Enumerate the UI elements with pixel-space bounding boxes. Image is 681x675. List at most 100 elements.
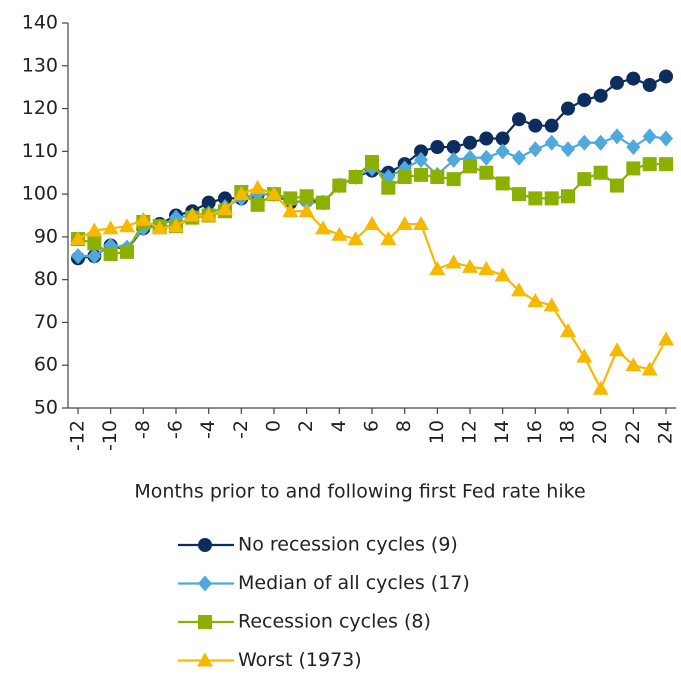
- y-tick-label: 120: [22, 97, 58, 119]
- point: [463, 135, 477, 150]
- point: [659, 130, 673, 147]
- legend-marker: [198, 575, 212, 592]
- point: [120, 244, 134, 259]
- point: [478, 260, 495, 275]
- series-line: [78, 135, 667, 258]
- point: [641, 361, 658, 376]
- x-tick-label: 4: [328, 420, 350, 432]
- x-tick-label: 2: [295, 420, 317, 432]
- point: [446, 172, 461, 187]
- point: [528, 141, 543, 158]
- point: [413, 216, 429, 231]
- point: [642, 157, 657, 172]
- x-tick-label: 14: [491, 420, 513, 444]
- point: [593, 165, 608, 180]
- x-tick-label: 24: [655, 420, 677, 444]
- point: [347, 231, 364, 246]
- point: [527, 293, 544, 308]
- point: [446, 151, 461, 168]
- point: [610, 75, 624, 90]
- point: [151, 220, 168, 235]
- point: [87, 248, 102, 265]
- legend-marker: [198, 538, 212, 552]
- point: [642, 128, 657, 145]
- y-tick-label: 90: [34, 225, 58, 247]
- point: [495, 143, 510, 160]
- point: [544, 191, 559, 206]
- point: [561, 189, 575, 204]
- point: [168, 218, 184, 233]
- point: [479, 165, 494, 180]
- x-tick-label: 12: [459, 420, 481, 444]
- point: [365, 155, 379, 170]
- point: [103, 247, 118, 261]
- x-tick-label: -6: [165, 420, 187, 439]
- point: [626, 139, 641, 156]
- point: [218, 191, 232, 206]
- point: [512, 187, 526, 202]
- point: [544, 118, 559, 133]
- y-tick-label: 110: [22, 140, 58, 162]
- point: [430, 140, 445, 155]
- point: [495, 131, 510, 146]
- point: [380, 231, 397, 246]
- point: [479, 149, 494, 166]
- x-tick-label: 20: [589, 420, 611, 444]
- x-tick-label: 16: [524, 420, 546, 444]
- point: [512, 112, 526, 127]
- x-tick-label: 8: [393, 420, 415, 432]
- point: [217, 201, 233, 216]
- point: [200, 207, 217, 222]
- point: [184, 207, 201, 222]
- x-tick-label: -8: [132, 420, 154, 439]
- legend-label: Median of all cycles (17): [238, 572, 470, 594]
- point: [543, 297, 560, 312]
- point: [331, 226, 348, 241]
- x-tick-label: 18: [557, 420, 579, 444]
- point: [429, 260, 446, 275]
- point: [577, 134, 592, 151]
- point: [250, 197, 265, 212]
- point: [560, 323, 576, 337]
- point: [659, 157, 673, 172]
- point: [593, 134, 608, 151]
- point: [249, 179, 266, 194]
- point: [364, 216, 380, 231]
- x-tick-label: -4: [197, 420, 219, 439]
- point: [135, 211, 152, 226]
- point: [201, 195, 216, 210]
- point: [625, 357, 642, 372]
- point: [642, 78, 657, 93]
- x-tick-label: -2: [230, 420, 252, 439]
- point: [86, 222, 103, 237]
- y-tick-label: 50: [34, 397, 58, 419]
- point: [577, 93, 592, 107]
- point: [592, 380, 609, 395]
- point: [397, 170, 412, 184]
- point: [348, 170, 363, 184]
- point: [87, 236, 102, 251]
- point: [445, 254, 462, 269]
- point: [381, 180, 396, 195]
- point: [463, 159, 477, 174]
- point: [658, 331, 674, 346]
- point: [283, 191, 298, 206]
- point: [282, 203, 299, 218]
- point: [299, 189, 314, 204]
- y-tick-label: 100: [22, 183, 58, 205]
- point: [495, 176, 510, 191]
- point: [462, 258, 478, 273]
- x-tick-label: 6: [361, 420, 383, 432]
- point: [430, 170, 445, 184]
- point: [576, 348, 593, 363]
- y-tick-label: 80: [34, 268, 58, 290]
- point: [494, 267, 511, 282]
- y-tick-label: 60: [34, 354, 58, 376]
- point: [659, 69, 673, 84]
- legend-label: Worst (1973): [238, 649, 362, 671]
- point: [298, 203, 315, 218]
- x-tick-label: -10: [99, 420, 121, 451]
- point: [315, 220, 331, 235]
- point: [626, 161, 641, 176]
